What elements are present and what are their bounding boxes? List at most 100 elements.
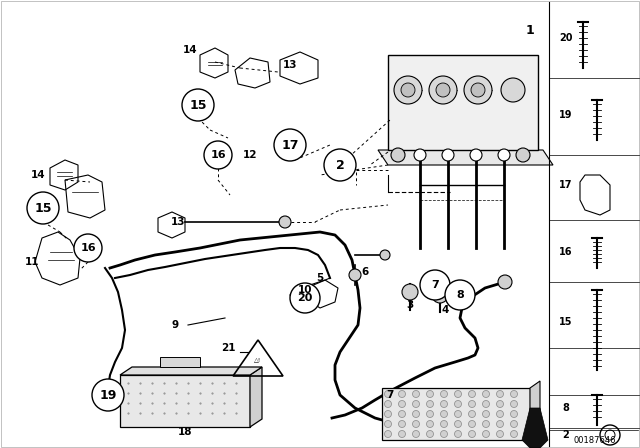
Circle shape [349,269,361,281]
Polygon shape [378,150,553,165]
Circle shape [182,89,214,121]
Circle shape [74,234,102,262]
Circle shape [468,431,476,438]
Circle shape [413,421,419,427]
Polygon shape [120,367,262,375]
Circle shape [391,148,405,162]
Circle shape [511,421,518,427]
Circle shape [413,391,419,397]
Circle shape [468,410,476,418]
Text: 13: 13 [171,217,185,227]
Circle shape [483,401,490,408]
Circle shape [279,216,291,228]
Circle shape [399,391,406,397]
Circle shape [498,275,512,289]
Circle shape [483,421,490,427]
Circle shape [454,431,461,438]
Circle shape [385,391,392,397]
Circle shape [324,149,356,181]
Text: 21: 21 [221,343,236,353]
Text: 17: 17 [281,138,299,151]
Circle shape [380,250,390,260]
Polygon shape [120,375,250,427]
Circle shape [483,410,490,418]
Circle shape [426,401,433,408]
Circle shape [454,401,461,408]
Text: 4: 4 [442,305,449,315]
Circle shape [468,391,476,397]
Text: 18: 18 [178,427,192,437]
Circle shape [432,287,448,303]
Text: 17: 17 [559,180,573,190]
Text: 15: 15 [559,317,573,327]
Circle shape [399,431,406,438]
Text: 12: 12 [243,150,257,160]
Circle shape [497,431,504,438]
Circle shape [468,401,476,408]
Circle shape [497,421,504,427]
Circle shape [511,410,518,418]
Text: 2: 2 [563,430,570,440]
Text: △!: △! [254,358,262,362]
Polygon shape [530,381,540,440]
Circle shape [483,391,490,397]
Circle shape [394,76,422,104]
Circle shape [385,421,392,427]
Polygon shape [522,408,548,448]
Circle shape [440,431,447,438]
Polygon shape [250,367,262,427]
Circle shape [274,129,306,161]
Circle shape [420,270,450,300]
Circle shape [501,78,525,102]
Circle shape [436,83,450,97]
Circle shape [470,149,482,161]
Circle shape [445,280,475,310]
Circle shape [426,391,433,397]
Circle shape [27,192,59,224]
Polygon shape [160,357,200,367]
Circle shape [483,431,490,438]
Circle shape [426,421,433,427]
Circle shape [511,391,518,397]
Circle shape [471,83,485,97]
Circle shape [414,149,426,161]
Text: 20: 20 [298,293,313,303]
Text: 3: 3 [406,300,413,310]
Text: 8: 8 [456,290,464,300]
Circle shape [413,431,419,438]
Polygon shape [388,55,538,150]
Circle shape [440,410,447,418]
Circle shape [497,391,504,397]
Text: 11: 11 [25,257,39,267]
Circle shape [498,149,510,161]
Text: 16: 16 [80,243,96,253]
Circle shape [440,421,447,427]
Circle shape [468,421,476,427]
Text: 00187646: 00187646 [573,435,616,444]
Text: 10: 10 [298,285,312,295]
Text: 19: 19 [99,388,116,401]
Circle shape [401,83,415,97]
Circle shape [464,76,492,104]
Circle shape [413,410,419,418]
Text: 15: 15 [189,99,207,112]
Text: 9: 9 [172,320,179,330]
Text: 19: 19 [559,110,573,120]
Circle shape [511,431,518,438]
Circle shape [429,76,457,104]
Text: 5: 5 [316,273,324,283]
Text: 1: 1 [525,23,534,36]
Circle shape [385,401,392,408]
Circle shape [385,410,392,418]
Text: 16: 16 [210,150,226,160]
Circle shape [399,421,406,427]
Circle shape [92,379,124,411]
Text: 2: 2 [335,159,344,172]
Circle shape [426,431,433,438]
Text: 20: 20 [559,33,573,43]
Text: 14: 14 [182,45,197,55]
Text: 13: 13 [283,60,297,70]
Text: 8: 8 [563,403,570,413]
Polygon shape [382,388,530,440]
Text: 14: 14 [31,170,45,180]
